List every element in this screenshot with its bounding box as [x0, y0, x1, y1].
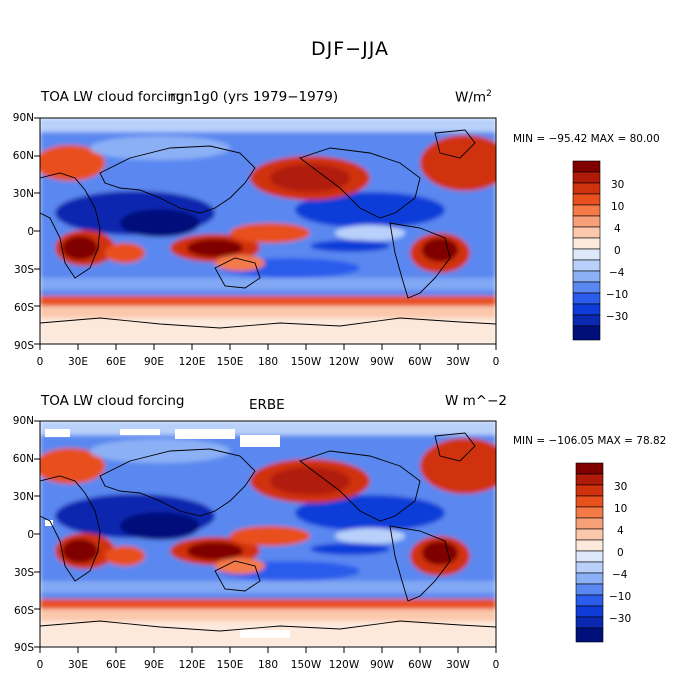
colorbar-label: 10: [611, 201, 625, 213]
panel2-colorbar: [575, 462, 604, 643]
x-tick-label: 150E: [216, 659, 244, 671]
x-tick-label: 60E: [106, 659, 126, 671]
x-tick-label: 90E: [144, 356, 164, 368]
y-tick-label: 90N: [12, 415, 34, 427]
y-tick-label: 0: [27, 529, 34, 541]
x-tick-label: 90E: [144, 659, 164, 671]
panel1-center-title: run1g0 (yrs 1979−1979): [170, 89, 339, 105]
x-tick-label: 60E: [106, 356, 126, 368]
y-tick-label: 60N: [12, 150, 34, 162]
x-tick-label: 150W: [290, 356, 322, 368]
x-tick-label: 0: [492, 356, 500, 368]
figure-title: DJF−JJA: [311, 38, 389, 60]
x-tick-label: 60W: [408, 659, 432, 671]
x-tick-label: 120E: [178, 659, 206, 671]
colorbar-label: 4: [614, 223, 621, 235]
x-tick-label: 30E: [68, 356, 88, 368]
x-tick-label: 120W: [328, 659, 360, 671]
panel1-units: W/m2: [455, 89, 492, 106]
panel1-left-title: TOA LW cloud forcing: [41, 89, 185, 105]
panel2-left-title: TOA LW cloud forcing: [41, 393, 185, 409]
y-tick-label: 30S: [13, 264, 34, 276]
x-tick-label: 150W: [290, 659, 322, 671]
x-tick-label: 180: [257, 356, 279, 368]
colorbar-label: 0: [617, 547, 624, 559]
colorbar-label: 0: [614, 245, 621, 257]
x-tick-label: 90W: [370, 659, 394, 671]
colorbar-label: 10: [614, 503, 628, 515]
y-tick-label: 90S: [13, 642, 34, 654]
panel2-map: [40, 421, 496, 647]
y-tick-label: 0: [27, 226, 34, 238]
y-tick-label: 30S: [13, 567, 34, 579]
x-tick-label: 120W: [328, 356, 360, 368]
y-tick-label: 60S: [13, 605, 34, 617]
y-tick-label: 90N: [12, 112, 34, 124]
y-tick-label: 60N: [12, 453, 34, 465]
x-tick-label: 180: [257, 659, 279, 671]
y-tick-label: 30N: [12, 491, 34, 503]
x-tick-label: 0: [36, 356, 44, 368]
x-tick-label: 30W: [446, 659, 470, 671]
x-tick-label: 0: [36, 659, 44, 671]
y-tick-label: 30N: [12, 188, 34, 200]
x-tick-label: 90W: [370, 356, 394, 368]
panel2-center-title: ERBE: [249, 397, 285, 413]
colorbar-label: −4: [609, 267, 625, 279]
panel1-colorbar: [572, 160, 601, 341]
x-tick-label: 30W: [446, 356, 470, 368]
colorbar-label: −10: [609, 591, 632, 603]
x-tick-label: 60W: [408, 356, 432, 368]
x-tick-label: 120E: [178, 356, 206, 368]
colorbar-label: 30: [614, 481, 628, 493]
y-tick-label: 90S: [13, 340, 34, 352]
y-tick-label: 60S: [13, 302, 34, 314]
x-tick-label: 0: [492, 659, 500, 671]
panel2-stats: MIN = −106.05 MAX = 78.82: [513, 435, 667, 447]
colorbar-label: −10: [606, 289, 629, 301]
colorbar-label: −4: [612, 569, 628, 581]
x-tick-label: 150E: [216, 356, 244, 368]
x-tick-label: 30E: [68, 659, 88, 671]
axis-ticks: [33, 117, 497, 654]
colorbar-label: 30: [611, 179, 625, 191]
colorbar-label: −30: [606, 311, 629, 323]
colorbar-label: 4: [617, 525, 624, 537]
colorbar-label: −30: [609, 613, 632, 625]
panel1-map: [40, 118, 496, 344]
panel2-units: W m^−2: [445, 393, 508, 409]
panel1-stats: MIN = −95.42 MAX = 80.00: [513, 133, 660, 145]
